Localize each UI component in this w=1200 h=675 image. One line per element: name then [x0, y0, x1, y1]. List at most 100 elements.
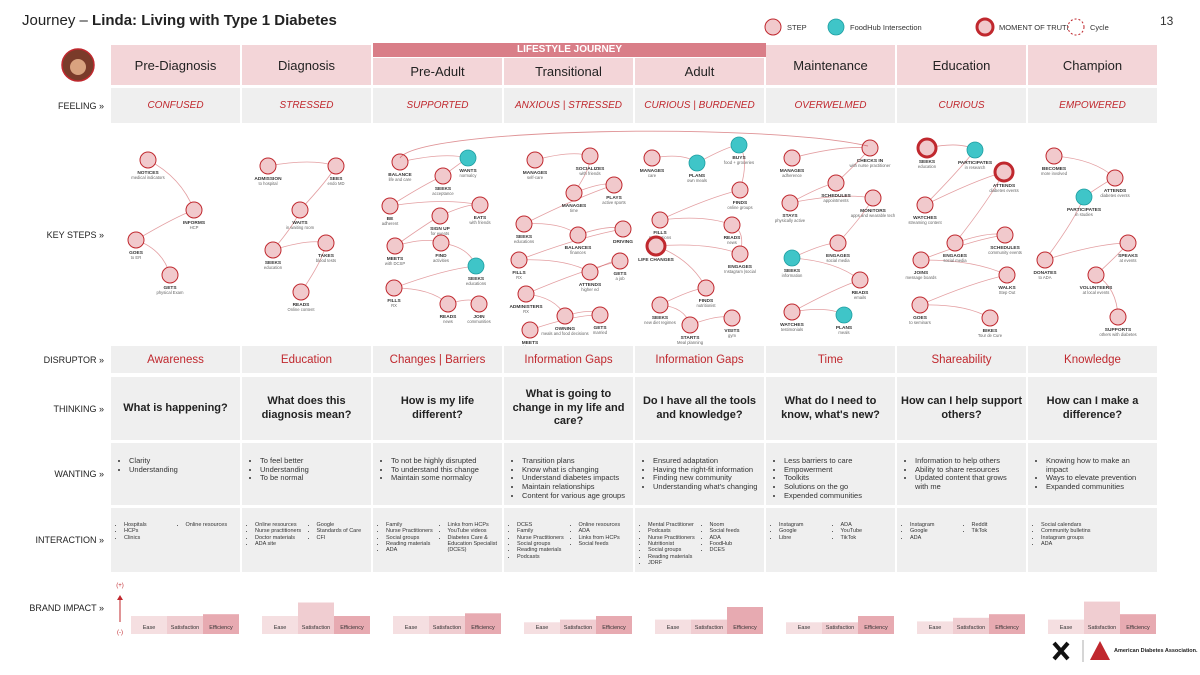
interaction-item: Hospitals	[124, 522, 175, 528]
impact-bar	[262, 616, 298, 634]
step-node	[916, 196, 934, 214]
feeling: OVERWELMED	[766, 88, 895, 123]
interaction-item: Links from HCPs	[448, 522, 499, 528]
impact-metric: Ease	[143, 625, 156, 631]
step-verb: GOES	[129, 250, 144, 256]
step-detail: to hospital	[258, 181, 277, 186]
step-detail: RX	[391, 303, 397, 308]
step-detail: news	[443, 319, 453, 324]
step-verb: LIFE CHANGES	[638, 257, 675, 263]
impact-metric: Satisfaction	[695, 625, 723, 631]
interaction-list: Online resourcesNurse practitionersDocto…	[248, 522, 306, 572]
step-node	[431, 207, 449, 225]
step-verb: ADMISSION	[254, 176, 282, 182]
row-label: THINKING »	[53, 403, 104, 414]
interaction-list: InstagramGoogleLibre	[772, 522, 830, 572]
wanting-item: To understand this change	[391, 465, 496, 475]
impact-bar	[560, 619, 596, 634]
step-detail: HCP	[190, 225, 199, 230]
wanting: Information to help othersAbility to sha…	[897, 443, 1026, 505]
step-detail: adherent	[382, 221, 399, 226]
impact-bar	[465, 613, 501, 634]
step-detail: Step Out	[999, 290, 1016, 295]
interaction-item: Social feeds	[579, 541, 630, 547]
step-node	[993, 161, 1015, 183]
wanting-item: Expanded communities	[1046, 482, 1151, 492]
step-verb: SEEKS	[784, 268, 801, 274]
thinking: Do I have all the tools and knowledge?	[635, 377, 764, 440]
interaction: InstagramGoogleADARedditTikTok	[897, 508, 1026, 572]
wanting-item: Clarity	[129, 456, 234, 466]
interaction-item: TikTok	[841, 535, 892, 541]
step-detail: social media	[943, 258, 967, 263]
legend-label: MOMENT OF TRUTH	[999, 23, 1072, 32]
interaction: Social calendarsCommunity bulletinsInsta…	[1028, 508, 1157, 572]
step-detail: with friends	[469, 220, 490, 225]
step-node	[526, 151, 544, 169]
step-connector	[393, 265, 477, 289]
step-detail: meals and food decisions	[541, 331, 588, 336]
impact-metric: Efficiency	[995, 625, 1019, 631]
step-detail: at events	[1120, 258, 1137, 263]
interaction-item: Links from HCPs	[579, 535, 630, 541]
step-node	[912, 251, 930, 269]
disruptor: Shareability	[897, 346, 1026, 373]
step-detail: new diet regimes	[644, 320, 676, 325]
step-node	[1119, 234, 1137, 252]
step-verb: FILLS	[653, 230, 667, 236]
interaction-list: InstagramGoogleADA	[903, 522, 961, 572]
step-node	[459, 149, 477, 167]
interaction-list: NoomSocial feedsADAFoodHubDCES	[703, 522, 761, 572]
step-node	[731, 181, 749, 199]
legend-label: STEP	[787, 23, 807, 32]
step-node	[185, 201, 203, 219]
step-verb: VOLUNTEERS	[1080, 285, 1114, 291]
interaction-item: Libre	[779, 535, 830, 541]
step-node	[471, 196, 489, 214]
step-detail: education	[918, 164, 937, 169]
wanting-list: Information to help othersAbility to sha…	[905, 456, 1020, 492]
step-detail: medical indicators	[131, 175, 165, 180]
impact-bar	[989, 614, 1025, 634]
interaction-item: Clinics	[124, 535, 175, 541]
wanting-item: Knowing how to make an impact	[1046, 456, 1151, 474]
step-connector	[1044, 242, 1129, 261]
step-node	[127, 231, 145, 249]
wanting: Knowing how to make an impactWays to ele…	[1028, 443, 1157, 505]
interaction-item: TikTok	[972, 528, 1023, 534]
step-detail: diabetes events	[989, 188, 1018, 193]
step-node	[723, 216, 741, 234]
step-verb: SIGN UP	[430, 226, 451, 232]
page-number: 13	[1160, 14, 1174, 28]
wanting-item: Toolkits	[784, 474, 889, 483]
step-verb: PARTICIPATES	[1067, 207, 1102, 213]
step-verb: WAITS	[292, 220, 308, 226]
disruptor: Information Gaps	[635, 346, 764, 373]
step-node	[730, 136, 748, 154]
stage-header: Adult	[635, 58, 764, 85]
impact-bar	[524, 622, 560, 634]
step-detail: meals	[838, 330, 849, 335]
impact-metric: Satisfaction	[957, 625, 985, 631]
step-node	[731, 245, 749, 263]
thinking: What do I need to know, what's new?	[766, 377, 895, 440]
impact-bar	[334, 616, 370, 634]
scale-arrowhead	[117, 595, 123, 600]
step-verb: WATCHES	[780, 322, 804, 328]
step-node	[161, 266, 179, 284]
interaction-item: Social groups	[386, 535, 437, 541]
interaction-item: ADA	[579, 528, 630, 534]
step-verb: MANAGES	[640, 168, 665, 174]
impact-metric: Satisfaction	[171, 625, 199, 631]
row-label: DISRUPTOR »	[43, 354, 104, 365]
step-node	[591, 306, 609, 324]
step-node	[911, 296, 929, 314]
step-detail: more involved	[1041, 171, 1068, 176]
disruptor: Information Gaps	[504, 346, 633, 373]
interaction: DCESFamilyNurse PractitionersSocial grou…	[504, 508, 633, 572]
step-verb: SEEKS	[919, 159, 936, 165]
wanting-item: Content for various age groups	[522, 491, 627, 501]
interaction-item: ADA	[1041, 541, 1092, 547]
step-verb: STAYS	[782, 213, 798, 219]
